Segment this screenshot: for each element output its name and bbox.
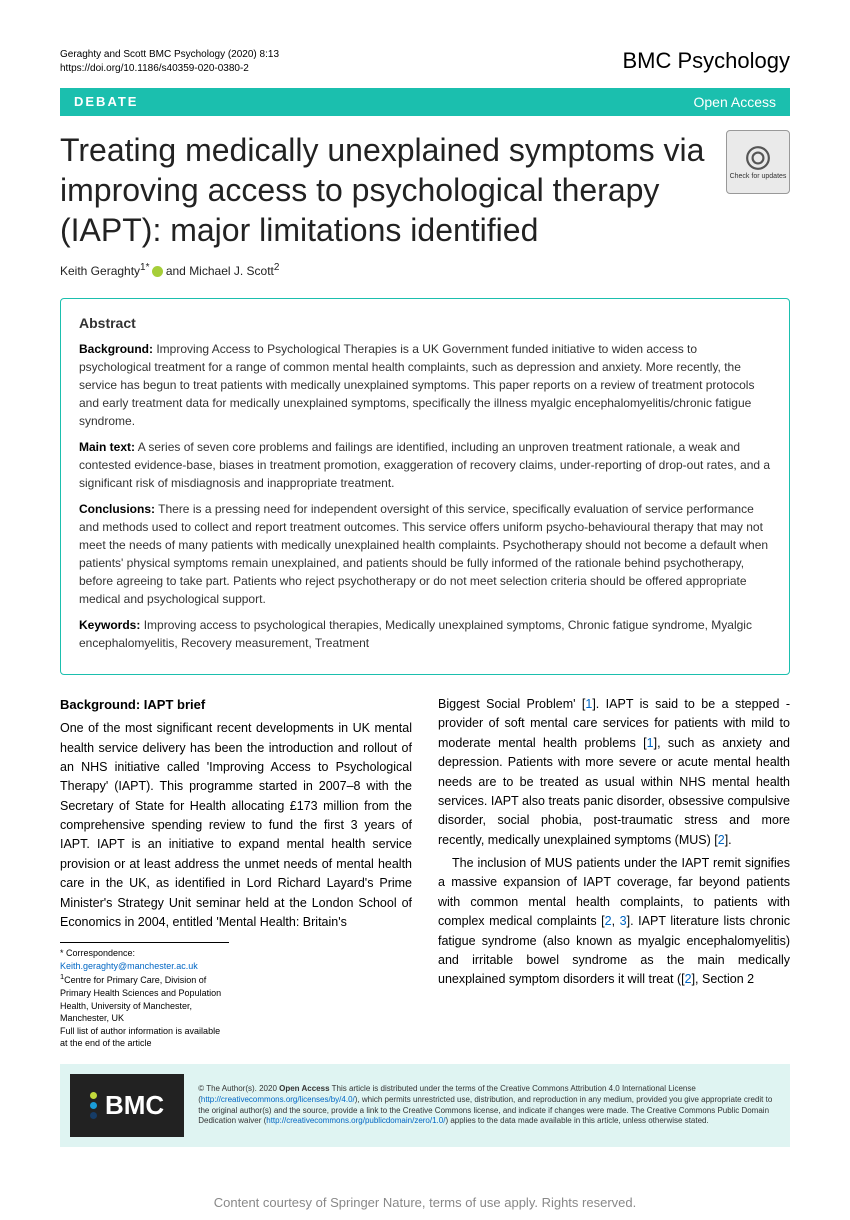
body-text: Biggest Social Problem' [ [438,697,585,711]
abstract-cn-label: Conclusions: [79,502,155,516]
abstract-box: Abstract Background: Improving Access to… [60,298,790,675]
body-text: ], Section 2 [692,972,755,986]
article-title: Treating medically unexplained symptoms … [60,130,710,250]
ref-link-2[interactable]: 2 [718,833,725,847]
abstract-bg-label: Background: [79,342,153,356]
open-access-label: Open Access [694,94,777,110]
correspondence-block: * Correspondence: Keith.geraghty@manches… [60,942,229,1050]
body-columns: Background: IAPT brief One of the most s… [60,695,790,1050]
abstract-kw: Improving access to psychological therap… [79,618,752,650]
crossmark-label: Check for updates [730,173,787,180]
journal-name: BMC Psychology [622,48,790,74]
abstract-cn: There is a pressing need for independent… [79,502,768,606]
column-left: Background: IAPT brief One of the most s… [60,695,412,1050]
running-header: Geraghty and Scott BMC Psychology (2020)… [60,48,790,76]
crossmark-icon [745,145,771,171]
article-category: DEBATE [74,94,138,110]
author-1-affil: 1* [140,262,149,273]
article-type-banner: DEBATE Open Access [60,88,790,116]
corr-label: * Correspondence: [60,948,135,958]
abstract-mt-label: Main text: [79,440,135,454]
body-text: ], such as anxiety and depression. Patie… [438,736,790,847]
author-1: Keith Geraghty [60,264,140,278]
corr-affil: Centre for Primary Care, Division of Pri… [60,975,221,1023]
corr-email[interactable]: Keith.geraghty@manchester.ac.uk [60,961,198,971]
doi-text: https://doi.org/10.1186/s40359-020-0380-… [60,63,249,74]
corr-note: Full list of author information is avail… [60,1026,220,1049]
cc0-link[interactable]: http://creativecommons.org/publicdomain/… [266,1116,445,1125]
abstract-mt: A series of seven core problems and fail… [79,440,770,490]
bmc-dots-icon [90,1092,97,1119]
bmc-logo: BMC [70,1074,184,1137]
abstract-kw-label: Keywords: [79,618,140,632]
ref-link-2c[interactable]: 2 [685,972,692,986]
ref-link-2b[interactable]: 2 [605,914,612,928]
license-footer: BMC © The Author(s). 2020 Open Access Th… [60,1064,790,1147]
abstract-heading: Abstract [79,313,771,334]
section-heading: Background: IAPT brief [60,695,412,715]
author-2-affil: 2 [274,262,280,273]
license-text: © The Author(s). 2020 Open Access This a… [198,1084,780,1127]
citation-text: Geraghty and Scott BMC Psychology (2020)… [60,49,279,60]
bmc-text: BMC [105,1088,164,1123]
body-text: ]. [725,833,732,847]
cc-license-link[interactable]: http://creativecommons.org/licenses/by/4… [201,1095,355,1104]
ref-link-3[interactable]: 3 [620,914,627,928]
column-right: Biggest Social Problem' [1]. IAPT is sai… [438,695,790,1050]
author-list: Keith Geraghty1* and Michael J. Scott2 [60,262,790,278]
orcid-icon[interactable] [152,266,163,277]
body-para-1: One of the most significant recent devel… [60,721,412,929]
courtesy-note: Content courtesy of Springer Nature, ter… [0,1195,850,1210]
citation-block: Geraghty and Scott BMC Psychology (2020)… [60,48,279,76]
author-2: and Michael J. Scott [163,264,274,278]
abstract-bg: Improving Access to Psychological Therap… [79,342,754,428]
crossmark-badge[interactable]: Check for updates [726,130,790,194]
ref-link-1b[interactable]: 1 [647,736,654,750]
